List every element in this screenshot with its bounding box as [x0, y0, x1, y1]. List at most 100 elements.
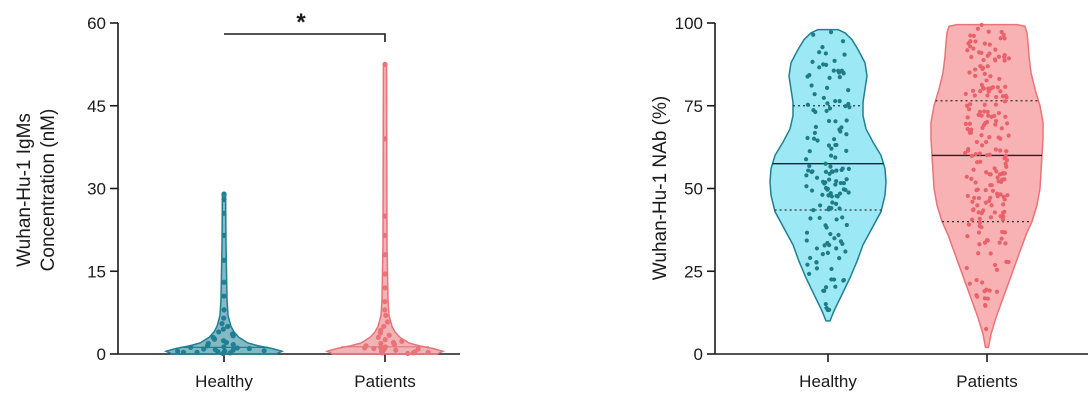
data-point — [378, 340, 384, 347]
data-point — [974, 277, 979, 283]
data-point — [823, 301, 828, 307]
data-point — [382, 232, 388, 238]
data-point — [831, 277, 837, 282]
data-point — [843, 104, 848, 109]
data-point — [807, 163, 812, 169]
data-point — [1002, 177, 1007, 182]
data-point — [980, 280, 985, 285]
data-point — [974, 139, 979, 145]
data-point — [817, 50, 822, 55]
data-point — [815, 138, 820, 143]
data-point — [833, 182, 838, 187]
data-point — [828, 30, 834, 35]
data-point — [988, 74, 993, 79]
data-point — [381, 323, 387, 330]
data-point — [221, 210, 227, 216]
data-point — [804, 173, 809, 178]
data-point — [229, 331, 236, 337]
data-point — [975, 160, 980, 165]
data-point — [979, 22, 984, 28]
data-point — [833, 142, 838, 148]
data-point — [977, 242, 982, 247]
data-point — [982, 71, 987, 76]
left-y-axis-title-line1: Wuhan-Hu-1 IgMs — [14, 113, 35, 267]
data-point — [212, 346, 218, 353]
data-point — [989, 183, 994, 188]
data-point — [976, 195, 982, 201]
data-point — [989, 203, 994, 208]
data-point — [993, 147, 998, 152]
data-point — [838, 180, 843, 186]
significance-bracket: * — [224, 9, 386, 42]
data-point — [805, 74, 810, 79]
y-tick-label: 45 — [87, 97, 106, 116]
data-point — [175, 348, 181, 354]
data-point — [972, 195, 977, 201]
data-point — [382, 285, 388, 291]
data-point — [1001, 202, 1006, 207]
data-point — [841, 278, 846, 283]
data-point — [809, 188, 815, 193]
data-point — [824, 108, 829, 114]
data-point — [844, 177, 849, 182]
data-point — [405, 350, 411, 357]
data-point — [822, 181, 827, 186]
data-point — [982, 240, 988, 245]
data-point — [809, 169, 814, 175]
data-point — [964, 265, 969, 271]
data-point — [832, 137, 837, 142]
data-point — [968, 33, 973, 38]
data-point — [261, 348, 267, 354]
data-point — [804, 238, 809, 243]
violin-patients — [930, 22, 1044, 349]
y-tick-label: 15 — [87, 262, 106, 281]
data-point — [985, 93, 990, 98]
data-point — [987, 152, 992, 157]
data-point — [963, 121, 968, 126]
y-tick-label: 0 — [694, 345, 703, 364]
data-point — [808, 255, 813, 261]
data-point — [995, 85, 1000, 90]
data-point — [971, 33, 976, 38]
data-point — [822, 288, 827, 293]
data-point — [1004, 158, 1010, 163]
data-point — [814, 175, 820, 180]
data-point — [983, 303, 988, 308]
data-point — [986, 113, 991, 118]
data-point — [998, 148, 1003, 153]
data-point — [384, 319, 391, 325]
data-point — [811, 32, 816, 37]
data-point — [820, 192, 825, 197]
data-point — [1001, 194, 1006, 199]
data-point — [1000, 94, 1006, 99]
data-point — [221, 279, 227, 285]
data-point — [382, 136, 388, 142]
data-point — [219, 321, 225, 327]
data-point — [824, 85, 830, 90]
data-point — [841, 181, 846, 186]
data-point — [975, 294, 980, 299]
data-point — [205, 340, 211, 347]
data-point — [221, 196, 227, 203]
data-point — [378, 327, 384, 333]
data-point — [833, 119, 838, 124]
data-point — [982, 41, 987, 46]
data-point — [807, 271, 812, 276]
data-point — [999, 236, 1004, 241]
data-point — [1000, 210, 1006, 215]
data-point — [840, 39, 846, 44]
data-point — [970, 88, 976, 93]
data-point — [975, 26, 981, 31]
data-point — [1006, 56, 1011, 61]
data-point — [985, 64, 990, 69]
data-point — [1000, 229, 1005, 235]
data-point — [1002, 54, 1007, 60]
data-point — [847, 105, 852, 110]
violin-healthy — [769, 28, 887, 322]
data-point — [971, 46, 976, 51]
data-point — [969, 127, 974, 132]
data-point — [983, 200, 988, 205]
data-point — [965, 193, 970, 199]
data-point — [996, 135, 1001, 140]
data-point — [965, 234, 970, 239]
